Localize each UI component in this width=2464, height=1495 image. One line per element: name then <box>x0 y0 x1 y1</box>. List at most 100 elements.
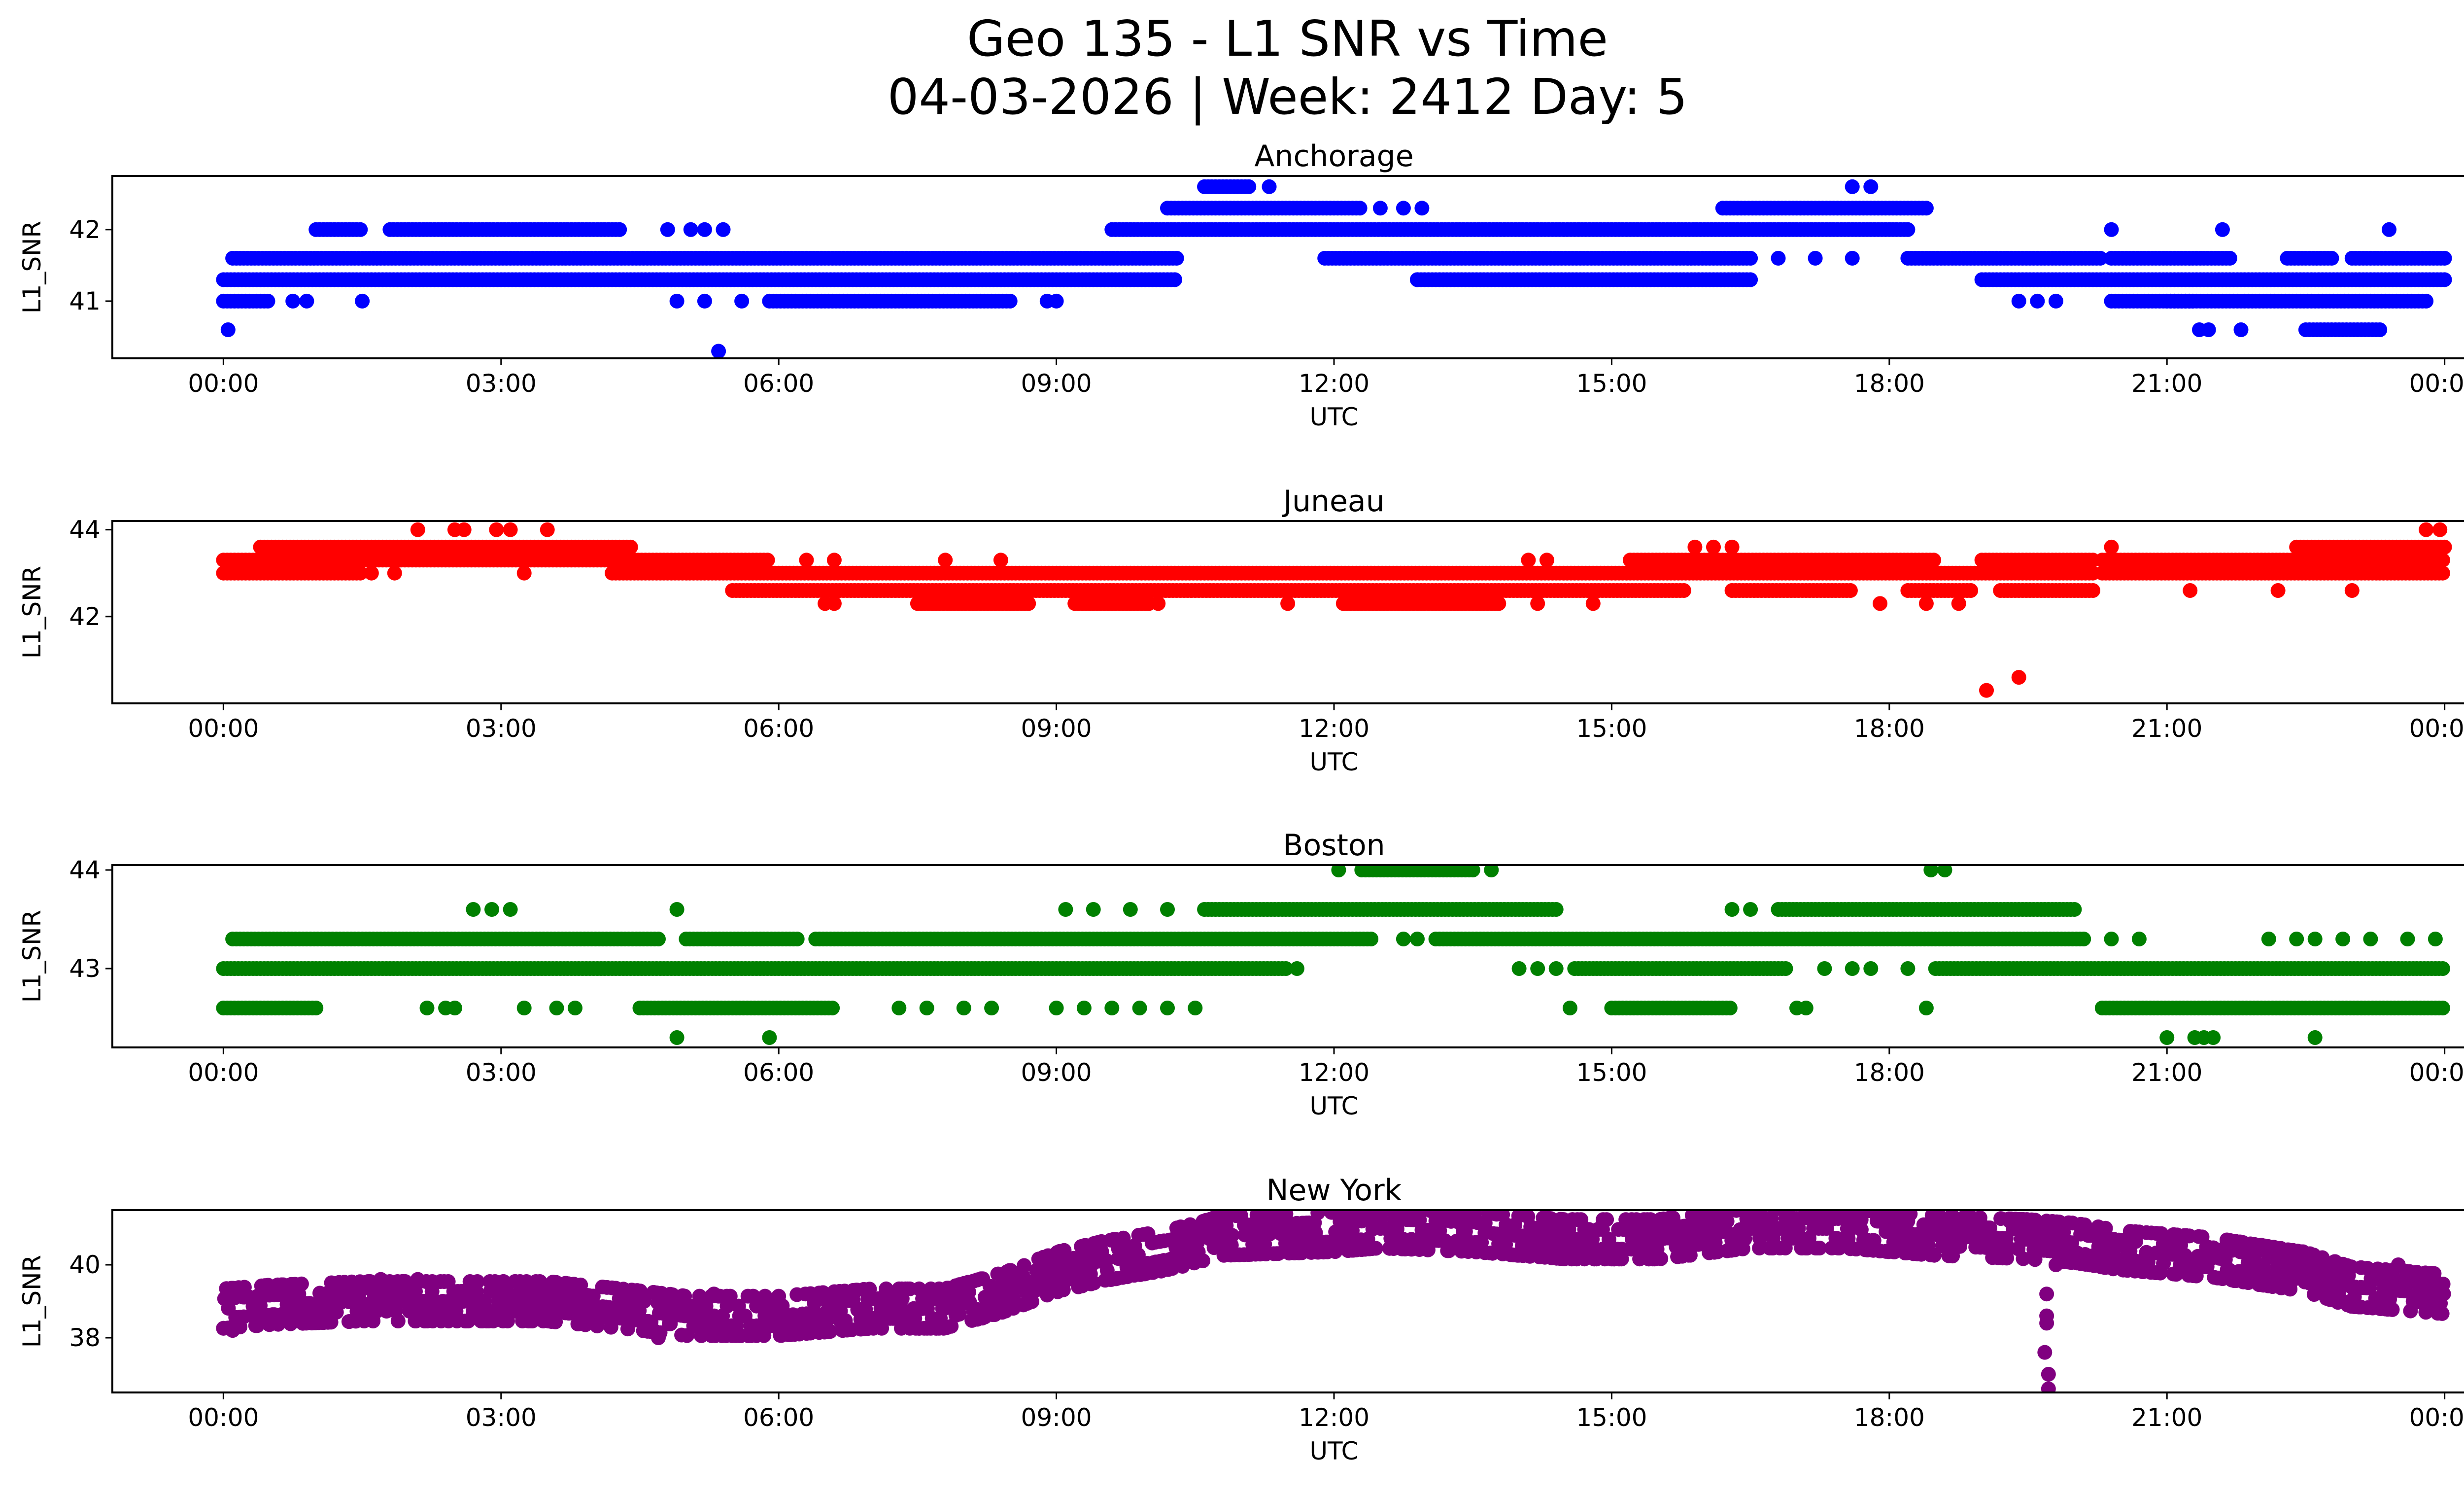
data-point <box>1049 1001 1064 1015</box>
data-point <box>419 1001 435 1015</box>
x-tick-label: 15:00 <box>1576 1058 1647 1087</box>
data-point <box>1918 596 1934 611</box>
x-tick-label: 09:00 <box>1021 714 1092 743</box>
data-point <box>1778 961 1793 976</box>
x-axis-label: UTC <box>1309 1092 1358 1120</box>
data-point <box>2289 932 2304 946</box>
data-point <box>2432 522 2448 537</box>
data-point <box>1743 250 1758 266</box>
data-point <box>470 1274 485 1289</box>
figure-title-line-1: Geo 135 - L1 SNR vs Time <box>967 10 1608 68</box>
y-axis-label: L1_SNR <box>18 566 46 659</box>
y-tick-label: 44 <box>69 516 101 544</box>
data-point <box>1979 683 1994 698</box>
x-tick-label: 12:00 <box>1299 1058 1369 1087</box>
data-point <box>364 565 379 581</box>
x-tick-label: 00:00 <box>188 369 259 398</box>
figure-title: Geo 135 - L1 SNR vs Time 04-03-2026 | We… <box>0 10 2464 126</box>
data-point <box>1676 583 1691 598</box>
data-point <box>1863 179 1879 194</box>
data-point <box>623 539 638 555</box>
data-point <box>516 565 532 581</box>
data-point <box>489 522 504 537</box>
data-point <box>1123 902 1138 917</box>
data-point <box>1104 1001 1120 1015</box>
data-point <box>1539 553 1554 568</box>
data-point <box>716 222 731 237</box>
x-tick-label: 06:00 <box>743 714 814 743</box>
data-point <box>1241 179 1257 194</box>
x-tick-label: 00:00 <box>2409 369 2464 398</box>
data-point <box>353 565 368 581</box>
data-point <box>1845 179 1860 194</box>
data-point <box>2233 322 2249 337</box>
x-tick-label: 09:00 <box>1021 369 1092 398</box>
data-point <box>1548 961 1564 976</box>
x-tick-label: 06:00 <box>743 1058 814 1087</box>
data-point <box>1410 932 1425 946</box>
data-point <box>669 902 684 917</box>
data-point <box>1414 201 1430 216</box>
data-point <box>2270 583 2286 598</box>
data-point <box>1021 596 1036 611</box>
data-point <box>1289 961 1304 976</box>
data-point <box>2400 932 2415 946</box>
data-point <box>2206 1030 2221 1045</box>
data-point <box>1169 250 1184 266</box>
data-point <box>2076 932 2091 946</box>
x-tick-label: 09:00 <box>1021 1058 1092 1087</box>
data-point <box>1049 293 1064 309</box>
data-point <box>2093 250 2108 266</box>
data-point <box>2363 932 2378 946</box>
data-point <box>353 222 368 237</box>
data-point <box>540 522 555 537</box>
data-point <box>1491 596 1506 611</box>
data-point <box>734 293 750 309</box>
data-point <box>1926 553 1941 568</box>
scatter-points <box>216 522 2452 698</box>
data-point <box>1521 553 1536 568</box>
data-point <box>1364 932 1379 946</box>
data-point <box>637 1294 651 1309</box>
data-point <box>984 1001 999 1015</box>
data-point <box>1873 596 1887 611</box>
data-point <box>651 932 666 946</box>
subplot-title: Juneau <box>1281 484 1384 519</box>
data-point <box>2324 250 2339 266</box>
data-point <box>1722 1001 1738 1015</box>
data-point <box>503 902 518 917</box>
data-point <box>1817 961 1832 976</box>
data-point <box>1845 961 1860 976</box>
y-axis-label: L1_SNR <box>18 910 46 1003</box>
y-axis-label: L1_SNR <box>18 221 46 314</box>
data-point <box>993 553 1008 568</box>
x-tick-label: 03:00 <box>466 714 537 743</box>
x-tick-label: 00:00 <box>2409 1058 2464 1087</box>
data-point <box>2419 293 2434 309</box>
data-point <box>1900 961 1916 976</box>
data-point <box>2011 293 2026 309</box>
data-point <box>1548 902 1564 917</box>
data-point <box>2428 932 2443 946</box>
data-point <box>1076 1001 1092 1015</box>
data-point <box>1372 201 1388 216</box>
data-point <box>220 322 236 337</box>
data-point <box>1562 1001 1577 1015</box>
data-point <box>1262 179 1277 194</box>
data-point <box>2131 932 2147 946</box>
data-point <box>1352 201 1368 216</box>
data-point <box>891 1001 907 1015</box>
data-point <box>1058 902 1073 917</box>
data-point <box>1724 539 1740 555</box>
data-point <box>762 1030 777 1045</box>
data-point <box>660 222 675 237</box>
data-point <box>1843 583 1858 598</box>
data-point <box>669 293 684 309</box>
figure-title-line-2: 04-03-2026 | Week: 2412 Day: 5 <box>887 68 1688 126</box>
data-point <box>799 553 814 568</box>
data-point <box>2435 565 2450 581</box>
data-point <box>1530 961 1545 976</box>
data-point <box>1151 596 1166 611</box>
